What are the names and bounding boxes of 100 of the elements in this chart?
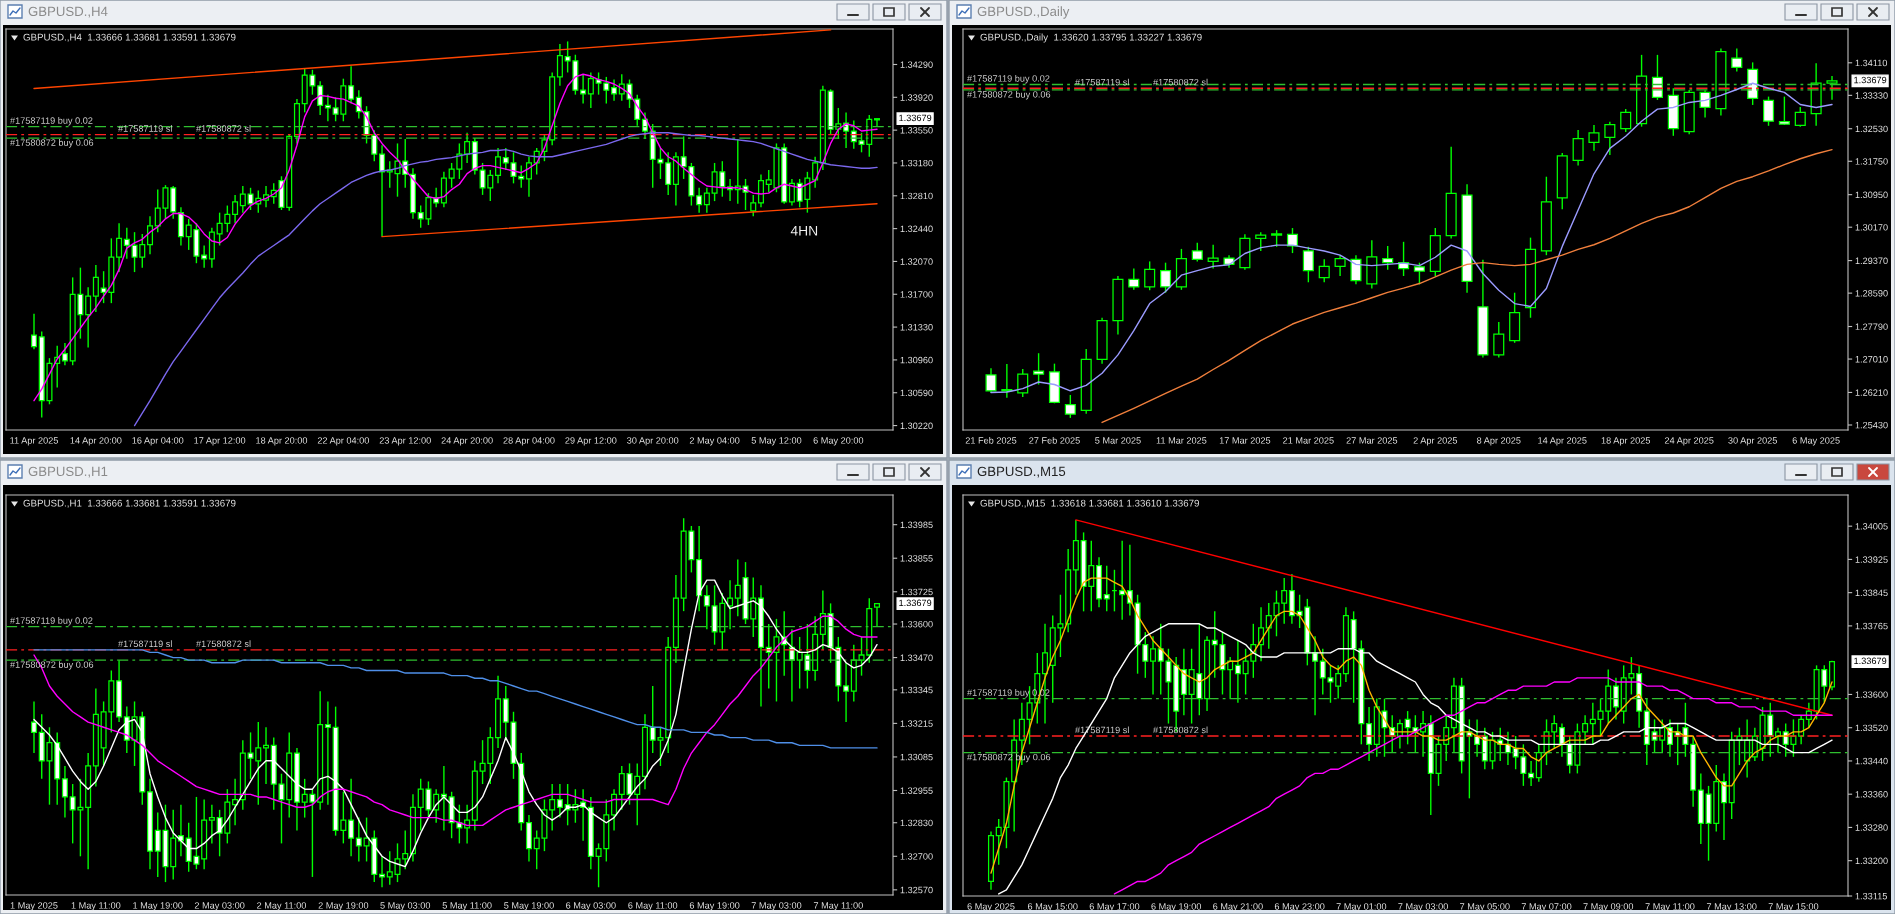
ref-line-label: #17580872 buy 0.06 (967, 90, 1051, 100)
candlestick (116, 222, 123, 273)
x-tick-label: 7 May 09:00 (1583, 903, 1634, 912)
candlestick (1413, 261, 1425, 286)
candlestick (1234, 639, 1241, 704)
x-tick-label: 30 Apr 20:00 (627, 437, 679, 446)
x-tick-label: 11 Mar 2025 (1156, 437, 1207, 444)
x-tick-label: 7 May 15:00 (1768, 903, 1819, 912)
x-tick-label: 6 May 23:00 (1274, 903, 1325, 912)
candlestick (985, 367, 997, 394)
y-tick-label: 1.30170 (1855, 224, 1888, 231)
annotation: #17580872 sl (196, 125, 251, 132)
candlestick (262, 726, 270, 785)
candlestick (750, 194, 757, 217)
candlestick (1612, 677, 1619, 721)
candlestick (1572, 129, 1584, 167)
x-tick-label: 14 Apr 20:00 (70, 437, 122, 446)
candlestick (1366, 706, 1373, 762)
candlestick (464, 132, 471, 164)
y-tick-label: 1.33985 (900, 521, 933, 529)
candlestick (61, 342, 68, 366)
x-tick-label: 7 May 11:00 (1645, 903, 1695, 912)
x-tick-label: 27 Feb 2025 (1029, 436, 1080, 444)
ref-line-label: #17587119 buy 0.02 (967, 74, 1050, 84)
y-tick-label: 1.33180 (900, 159, 933, 167)
y-tick-label: 1.32070 (900, 258, 933, 265)
candlestick (1720, 772, 1727, 841)
candlestick (1528, 760, 1535, 787)
ref-line-label: #17587119 sl (118, 125, 172, 132)
candlestick (1064, 394, 1076, 419)
y-tick-label: 1.33855 (900, 555, 933, 562)
x-tick-label: 6 May 2025 (1792, 437, 1840, 446)
x-tick-label: 7 May 05:00 (1460, 903, 1510, 912)
x-tick-label: 14 Apr 2025 (1538, 437, 1587, 446)
x-tick-label: 21 Mar 2025 (1283, 437, 1334, 444)
y-tick-label: 1.31330 (900, 324, 933, 331)
y-tick-label: 1.32955 (900, 787, 933, 794)
y-tick-label: 1.27790 (1855, 323, 1888, 330)
x-tick-label: 6 May 03:00 (566, 902, 616, 911)
chart-subtitle: GBPUSD.,H4 1.33666 1.33681 1.33591 1.33679 (23, 33, 236, 42)
candlestick (1119, 540, 1126, 621)
chart-subtitle: GBPUSD.,M15 1.33618 1.33681 1.33610 1.33679 (980, 499, 1199, 508)
x-tick-label: 28 Apr 04:00 (503, 437, 555, 446)
candlestick (1103, 564, 1110, 613)
text: 1.33679 (1854, 76, 1887, 84)
y-tick-label: 1.30960 (900, 356, 933, 364)
candlestick (1033, 352, 1045, 386)
text: 1.33679 (899, 599, 932, 607)
candlestick (495, 147, 502, 185)
y-tick-label: 1.33440 (1855, 757, 1888, 765)
x-tick-label: 7 May 07:00 (1521, 903, 1572, 912)
candlestick (92, 264, 99, 313)
candlestick (611, 78, 618, 102)
x-tick-label: 18 Apr 20:00 (256, 437, 308, 446)
y-tick-label: 1.33600 (1855, 691, 1888, 698)
candlestick (177, 206, 184, 247)
y-tick-label: 1.32570 (900, 886, 933, 894)
x-tick-label: 6 May 21:00 (1213, 903, 1263, 912)
candlestick (819, 589, 826, 651)
candlestick (556, 783, 563, 819)
y-tick-label: 1.33925 (1855, 556, 1888, 563)
x-tick-label: 2 May 04:00 (689, 437, 740, 446)
x-tick-label: 6 May 20:00 (813, 437, 864, 446)
y-tick-label: 1.32700 (900, 853, 933, 860)
candlestick (1255, 231, 1267, 252)
candlestick (703, 187, 710, 214)
y-tick-label: 1.31700 (900, 291, 933, 298)
candlestick (634, 93, 641, 127)
x-tick-label: 27 Mar 2025 (1346, 437, 1398, 444)
candlestick (324, 700, 331, 806)
candlestick (85, 286, 92, 349)
x-tick-label: 1 May 19:00 (133, 902, 183, 911)
x-tick-label: 5 May 12:00 (751, 437, 802, 446)
candlestick (1017, 368, 1029, 398)
line-series (1101, 148, 1833, 424)
y-tick-label: 1.33845 (1855, 589, 1888, 597)
y-tick-label: 1.33600 (900, 620, 933, 628)
y-tick-label: 1.27010 (1855, 355, 1888, 363)
x-tick-label: 30 Apr 2025 (1728, 437, 1777, 446)
candlestick (556, 43, 563, 87)
candlestick (232, 194, 239, 224)
candlestick (1604, 120, 1616, 156)
x-tick-label: 8 Apr 2025 (1477, 437, 1521, 446)
x-tick-label: 22 Apr 04:00 (317, 437, 369, 446)
y-tick-label: 1.33765 (1855, 622, 1888, 630)
candlestick (1588, 124, 1600, 152)
candlestick (703, 584, 710, 630)
candlestick (1794, 106, 1806, 128)
y-tick-label: 1.33115 (1855, 892, 1888, 900)
candlestick (1620, 108, 1632, 133)
x-tick-label: 29 Apr 12:00 (565, 437, 617, 446)
candlestick (587, 71, 594, 109)
candlestick (727, 579, 734, 630)
candlestick (549, 783, 556, 832)
x-tick-label: 17 Mar 2025 (1219, 437, 1271, 444)
candlestick (1731, 47, 1743, 73)
y-tick-label: 1.33200 (1855, 857, 1888, 865)
x-tick-label: 7 May 13:00 (1706, 903, 1757, 912)
candlestick (757, 173, 765, 209)
candlestick (873, 117, 881, 128)
